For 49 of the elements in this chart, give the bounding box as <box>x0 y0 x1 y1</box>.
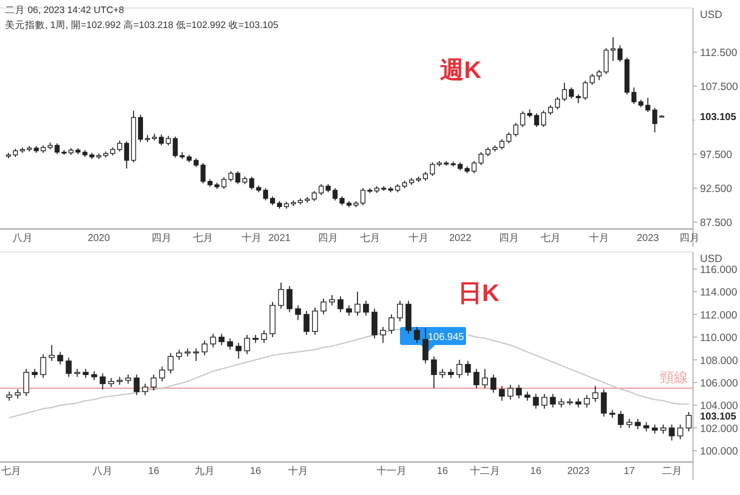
y-tick-label: 114.000 <box>700 286 738 299</box>
y-tick-label: 107.500 <box>700 81 738 94</box>
x-tick-label: 2023 <box>636 233 660 244</box>
x-tick-label: 七月 <box>1 465 21 477</box>
x-tick-label: 十月 <box>408 232 428 244</box>
y-tick-label: 97.500 <box>700 149 732 162</box>
y-tick-label: 92.500 <box>700 183 732 196</box>
text: 美元指數, 1周, 開=102.992 高=103.218 低=102.992 收=103.105 <box>5 19 278 31</box>
x-tick-label: 十月 <box>242 232 262 244</box>
x-tick-label: 四月 <box>151 233 172 244</box>
x-tick-label: 十月 <box>589 232 610 244</box>
x-tick-label: 七月 <box>193 232 214 244</box>
ref-line-label: 頸線 <box>660 369 688 386</box>
x-tick-label: 2020 <box>88 233 110 244</box>
y-tick-label: 108.000 <box>700 354 738 367</box>
annotation: 週K <box>440 57 482 84</box>
x-tick-label: 17 <box>624 466 636 477</box>
x-tick-label: 16 <box>250 466 262 477</box>
x-tick-label: 十一月 <box>376 465 406 477</box>
x-tick-label: 16 <box>436 466 448 477</box>
y-tick-label: 106.000 <box>700 378 738 390</box>
y-tick-label: 112.500 <box>700 47 738 60</box>
x-tick-label: 八月 <box>92 466 113 477</box>
x-tick-label: 二月 <box>662 466 682 477</box>
y-tick-label: 100.000 <box>700 446 738 458</box>
x-tick-label: 九月 <box>194 465 215 477</box>
x-tick-label: 十二月 <box>470 465 500 477</box>
y-tick-label: 112.000 <box>700 309 738 322</box>
x-tick-label: 四月 <box>680 233 700 244</box>
x-tick-label: 16 <box>148 466 160 477</box>
y-axis-title: USD <box>700 253 723 265</box>
annotation: 二月 06, 2023 14:42 UTC+8 <box>5 5 124 16</box>
y-tick-label: 102.000 <box>700 422 738 435</box>
x-tick-label: 四月 <box>318 233 338 244</box>
x-tick-label: 2022 <box>449 233 472 244</box>
x-tick-label: 七月 <box>540 232 561 244</box>
x-tick-label: 四月 <box>498 233 519 244</box>
x-tick-label: 八月 <box>12 233 32 244</box>
x-tick-label: 七月 <box>360 232 380 244</box>
x-tick-label: 十月 <box>288 465 308 477</box>
annotation: 106.945 <box>428 332 464 343</box>
x-tick-label: 16 <box>530 466 542 477</box>
x-tick-label: 2023 <box>567 466 590 477</box>
y-tick-label: 87.500 <box>700 217 732 230</box>
annotation: 日K <box>458 280 500 307</box>
y-tick-label: 110.000 <box>700 332 738 344</box>
x-tick-label: 2021 <box>268 233 292 244</box>
y-axis-title: USD <box>700 9 723 21</box>
y-tick-label: 116.000 <box>700 264 738 276</box>
